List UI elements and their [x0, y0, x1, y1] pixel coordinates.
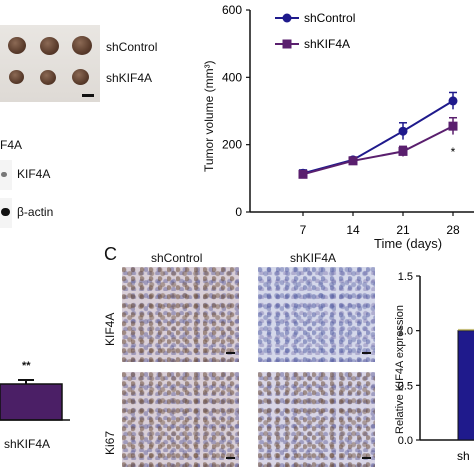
y-tick-label: 400: [222, 70, 242, 84]
tumor: [40, 70, 56, 85]
ihc-row-ki67: Ki67: [103, 430, 117, 455]
y-tick-label: 0.0: [398, 435, 413, 447]
ihc-col-shkif4a: shKIF4A: [290, 251, 337, 265]
scale-bar: [362, 352, 371, 354]
ihc-image: [122, 267, 239, 362]
significance-marker: **: [22, 360, 31, 372]
tumor: [40, 37, 59, 55]
legend-label: shKIF4A: [304, 37, 350, 51]
tumor-volume-chart: 0 200 400 600 7 14 21 28 * shControl shKIF4A: [222, 3, 474, 237]
small-bar-xlabel: shKIF4A: [4, 437, 51, 451]
row-label-shkif4a: shKIF4A: [106, 71, 153, 85]
band-label-actin: β-actin: [17, 205, 54, 219]
data-point: [448, 96, 458, 106]
y-tick-label: 0: [235, 205, 242, 219]
tumor: [9, 70, 24, 84]
x-tick-label: sh: [457, 449, 470, 463]
bar-y-axis-label: Relative KIF4A expression: [394, 304, 406, 434]
tumor: [72, 36, 92, 55]
data-point: [298, 169, 308, 179]
scale-bar: [226, 457, 235, 459]
y-tick-label: 0.5: [398, 380, 413, 392]
row-label-shcontrol: shControl: [106, 40, 158, 54]
data-point: [448, 121, 458, 131]
tumor: [72, 69, 89, 85]
ihc-image: [122, 372, 239, 467]
y-axis-label: Tumor volume (mm³): [202, 60, 216, 172]
blot-band-kif4a: [1, 172, 7, 177]
ihc-col-shcontrol: shControl: [151, 251, 203, 265]
y-tick-label: 600: [222, 3, 242, 17]
legend-label: shControl: [304, 11, 355, 25]
scale-bar: [82, 94, 94, 97]
scale-bar: [362, 457, 371, 459]
legend-marker: [282, 13, 292, 23]
blot-header: F4A: [0, 138, 23, 152]
legend-marker: [282, 39, 292, 49]
series-line: [302, 125, 454, 176]
blot-band-actin: [1, 208, 10, 216]
ihc-image: [258, 267, 375, 362]
tumor: [8, 37, 26, 54]
tumor-photo: [0, 25, 100, 102]
bar: [457, 330, 474, 441]
panel-letter-c: C: [104, 244, 117, 264]
data-point: [398, 146, 408, 156]
small-bar-chart: [0, 379, 70, 421]
scale-bar: [226, 352, 235, 354]
y-tick-label: 1.0: [398, 326, 413, 338]
x-tick-label: 28: [446, 223, 460, 237]
x-tick-label: 14: [346, 223, 360, 237]
data-point: [348, 156, 358, 166]
y-tick-label: 200: [222, 138, 242, 152]
significance-marker: *: [451, 145, 456, 159]
x-axis-label: Time (days): [374, 236, 443, 251]
data-point: [398, 126, 408, 136]
kif4a-expression-chart: 0.0 0.5 1.0 1.5 sh: [398, 271, 474, 463]
x-tick-label: 21: [396, 223, 410, 237]
x-tick-label: 7: [300, 223, 307, 237]
band-label-kif4a: KIF4A: [17, 167, 51, 181]
bar-shkif4a: [0, 383, 63, 421]
ihc-image: [258, 372, 375, 467]
y-tick-label: 1.5: [398, 271, 413, 283]
ihc-row-kif4a: KIF4A: [103, 312, 117, 346]
